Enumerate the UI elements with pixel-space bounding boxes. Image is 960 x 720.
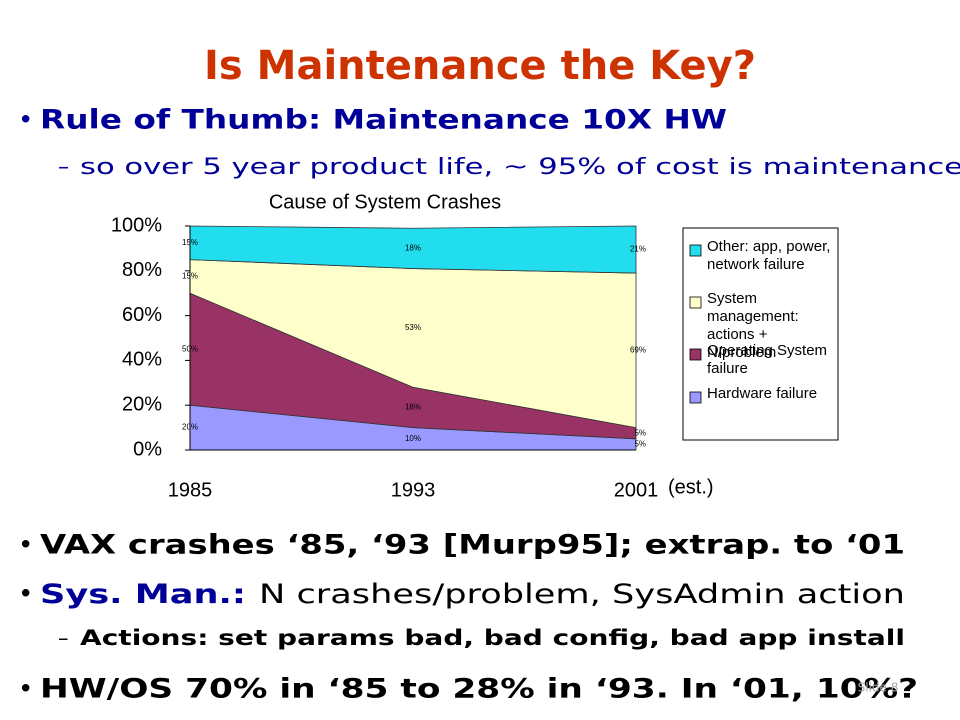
legend-swatch (689, 244, 702, 257)
data-label: 10% (405, 434, 421, 443)
sub-dash: – (58, 626, 69, 650)
legend-label: Operating System failure (707, 342, 828, 377)
y-tick-label: 20% (122, 393, 162, 415)
bullet: VAX crashes ‘85, ‘93 [Murp95]; extrap. t… (40, 530, 905, 561)
data-label: 18% (405, 244, 421, 253)
bullet-label: Sys. Man.: (40, 579, 246, 610)
y-tick-label: 60% (122, 304, 162, 326)
legend-box (682, 227, 839, 441)
y-tick-label: 0% (133, 438, 162, 460)
data-label: 5% (634, 440, 646, 449)
data-label: 5% (634, 428, 646, 437)
y-tick-label: 100% (111, 214, 162, 236)
bullet: Sys. Man.: N crashes/problem, SysAdmin ac… (40, 579, 905, 610)
data-label: 18% (405, 403, 421, 412)
sub-dash: – (58, 155, 69, 180)
legend-label: System management: actions + N/problem (707, 290, 799, 361)
bullet-dot: • (18, 675, 33, 705)
bullet-dot: • (18, 580, 33, 610)
legend-label: Hardware failure (707, 385, 818, 402)
legend-label: Other: app, power, network failure (707, 238, 831, 273)
annotation: (est.) (668, 476, 714, 498)
bullet: HW/OS 70% in ‘85 to 28% in ‘93. In ‘01, … (40, 674, 918, 705)
bullet-dot: • (18, 531, 33, 561)
y-tick-label: 80% (122, 259, 162, 281)
x-tick-label: 1985 (168, 479, 213, 501)
chart-title: Cause of System Crashes (269, 191, 501, 213)
legend-swatch (689, 348, 702, 361)
legend-swatch (689, 296, 702, 309)
data-label: 53% (405, 323, 421, 332)
sub-bullet: so over 5 year product life, ~ 95% of co… (80, 155, 960, 180)
bullet-text: N crashes/problem, SysAdmin action (259, 579, 905, 610)
sub-bullet: Actions: set params bad, bad config, bad… (80, 626, 905, 650)
bullet: Rule of Thumb: Maintenance 10X HW (40, 105, 727, 136)
x-tick-label: 2001 (614, 479, 659, 501)
slide-title: Is Maintenance the Key? (204, 43, 756, 89)
data-label: 69% (630, 345, 646, 354)
data-label: 21% (630, 245, 646, 254)
x-tick-label: 1993 (391, 479, 436, 501)
slide-number: Slide 8 (858, 681, 899, 695)
legend-swatch (689, 391, 702, 404)
y-tick-label: 40% (122, 349, 162, 371)
bullet-dot: • (18, 106, 33, 136)
